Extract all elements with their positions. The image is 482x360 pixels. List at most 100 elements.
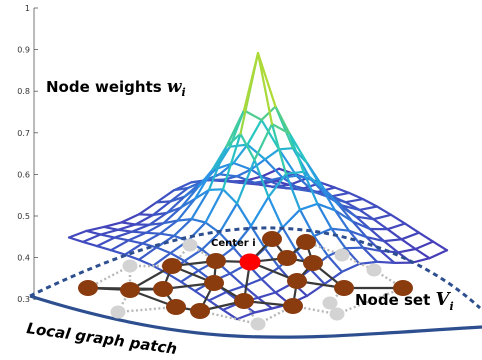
mesh-segment (102, 221, 123, 228)
mesh-segment (141, 242, 158, 249)
mesh-segment (298, 202, 319, 211)
mesh-segment (172, 186, 190, 192)
node-weights-subscript: i (182, 86, 186, 99)
mesh-segment (162, 206, 183, 225)
mesh-segment (137, 246, 158, 261)
mesh-segment (165, 195, 186, 214)
graph-node (234, 293, 254, 309)
mesh-segment (235, 158, 256, 205)
mesh-segment (256, 51, 274, 126)
local-graph-patch-outline (29, 226, 482, 339)
mesh-segment (400, 231, 421, 241)
graph-node (120, 282, 140, 298)
mesh-segment (158, 219, 179, 235)
mesh-segment (288, 132, 305, 173)
mesh-segment (333, 209, 354, 223)
mesh-segment (151, 200, 172, 217)
mesh-segment (302, 170, 319, 205)
mesh-segment (260, 118, 281, 151)
mesh-segment (253, 179, 270, 184)
mesh-segment (113, 230, 134, 239)
mesh-segment (242, 109, 263, 122)
mesh-segment (81, 240, 99, 248)
mesh-segment (260, 266, 281, 281)
mesh-segment (242, 51, 260, 112)
mesh-segment (375, 205, 393, 216)
mesh-segment (347, 229, 368, 239)
mesh-segment (277, 148, 298, 177)
mesh-segment (109, 239, 130, 252)
mesh-segment (358, 205, 379, 211)
mesh-segment (235, 202, 253, 228)
mesh-segment (302, 170, 323, 188)
mesh-segment (130, 223, 151, 233)
mesh-segment (344, 246, 365, 250)
mesh-segment (200, 231, 221, 251)
mesh-segment (134, 213, 155, 226)
mesh-segment (344, 247, 361, 265)
mesh-segment (155, 246, 172, 255)
mesh-segment (382, 240, 400, 254)
mesh-segment (333, 186, 351, 194)
mesh-segment (137, 201, 158, 216)
mesh-segment (277, 147, 295, 151)
mesh-segment (67, 236, 85, 243)
mesh-segment (207, 290, 228, 302)
mesh-segment (123, 253, 141, 261)
mesh-segment (414, 247, 431, 260)
mesh-segment (379, 249, 396, 264)
graph-node-outside (110, 305, 126, 319)
graph-node (303, 255, 323, 271)
mesh-segment (144, 231, 162, 235)
mesh-segment (190, 218, 207, 224)
graph-node (166, 299, 186, 315)
mesh-segment (354, 215, 375, 221)
mesh-segment (323, 270, 344, 286)
mesh-segment (256, 51, 277, 108)
graph-node (334, 280, 354, 296)
graph-node (296, 234, 316, 250)
node-set-label: Node set Vi (355, 289, 454, 313)
mesh-segment (330, 227, 351, 232)
mesh-segment (375, 260, 396, 264)
mesh-segment (232, 143, 249, 165)
mesh-segment (428, 249, 449, 260)
mesh-segment (190, 188, 211, 221)
mesh-segment (85, 229, 102, 236)
mesh-segment (193, 188, 211, 200)
graph-node (162, 258, 182, 274)
graph-node (283, 298, 303, 314)
mesh-segment (239, 132, 256, 162)
mesh-segment (85, 225, 106, 232)
mesh-segment (158, 232, 176, 237)
mesh-segment (396, 247, 417, 254)
mesh-segment (253, 122, 274, 162)
mesh-segment (179, 185, 200, 209)
mesh-segment (347, 229, 365, 249)
mesh-segment (270, 122, 288, 175)
graph-node (78, 280, 98, 296)
center-label: Center i (211, 238, 256, 249)
mesh-segment (176, 218, 193, 222)
mesh-segment (316, 202, 337, 212)
mesh-segment (120, 213, 141, 224)
mesh-segment (340, 262, 361, 273)
axis-tick-label: 0.6 (17, 170, 30, 179)
mesh-segment (361, 246, 379, 263)
graph-node-outside (329, 307, 345, 321)
mesh-segment (116, 223, 137, 231)
mesh-segment (225, 132, 242, 148)
mesh-segment (417, 231, 435, 243)
graph-node-outside (334, 248, 350, 262)
mesh-segment (183, 248, 204, 263)
mesh-segment (351, 220, 368, 239)
mesh-segment (113, 236, 130, 242)
mesh-segment (151, 252, 172, 267)
mesh-segment (330, 227, 347, 250)
graph-node (204, 275, 224, 291)
mesh-segment (340, 204, 361, 211)
node-weights-text: Node weights (46, 78, 167, 96)
mesh-segment (305, 282, 326, 297)
mesh-segment (207, 188, 225, 191)
node-set-symbol: V (436, 289, 452, 310)
